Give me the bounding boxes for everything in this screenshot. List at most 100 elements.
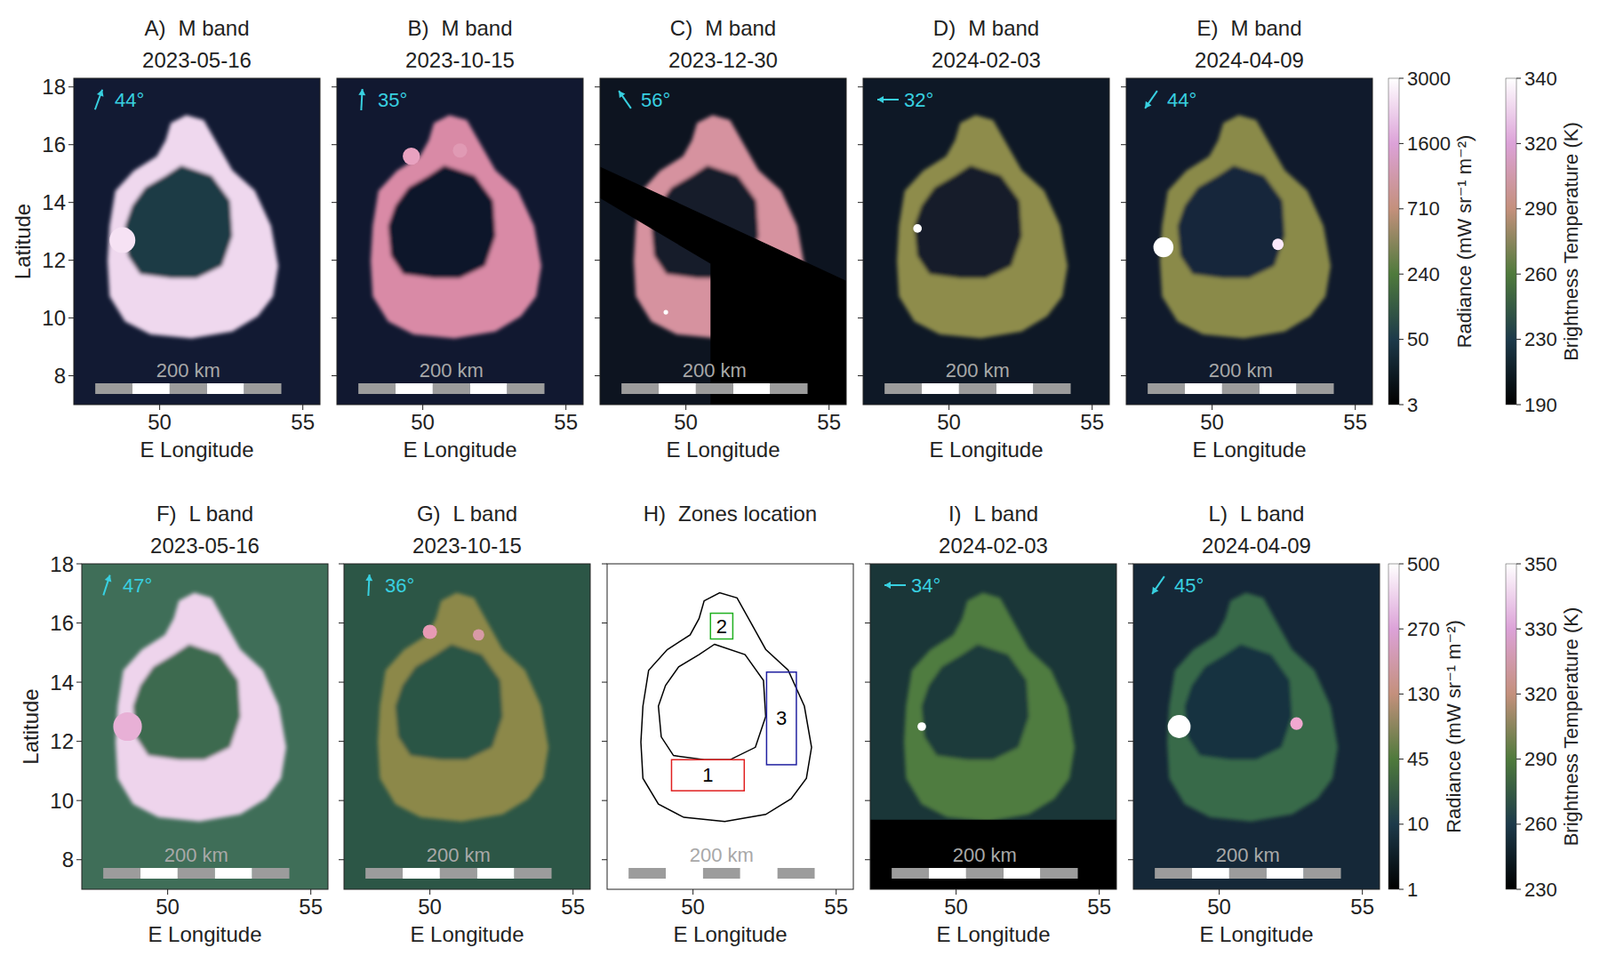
colorbar-tick [1399,143,1404,144]
colorbar-tick-label: 3 [1407,393,1418,416]
panel-title-text: L band [453,501,519,526]
y-tick [1120,317,1127,319]
colorbar: 190230260290320340Brightness Temperature… [1505,67,1583,416]
panel-title: D)M band [933,16,1040,40]
lava-lake [1167,592,1338,822]
y-tick-label: 14 [41,190,66,215]
scale-bar-segment [1192,867,1230,879]
panel-title-text: M band [177,16,249,40]
y-tick [1120,201,1127,203]
scale-bar [884,383,1071,394]
y-tick [857,259,864,261]
no-data [870,819,1117,889]
frame [600,78,847,405]
y-tick [76,800,82,801]
colorbar-tick [1516,208,1521,209]
panel: 5055E LongitudeB)M band2023-10-15200 km3… [331,16,584,462]
scale-bar-label: 200 km [419,359,484,382]
x-tick-label: 50 [417,894,442,919]
ground [1133,563,1380,889]
colorbar-tick-label: 330 [1524,617,1558,640]
y-tick [331,317,337,319]
colorbar-tick-label: 270 [1407,617,1440,640]
scale-bar-segment [1266,867,1304,879]
panel-title: H)Zones location [643,501,817,526]
island [1177,165,1286,279]
zone-label: 2 [716,615,728,638]
panel-title-text: M band [704,16,776,40]
panel-title: B)M band [407,16,512,40]
x-tick-label: 50 [680,894,705,919]
island [914,165,1023,279]
colorbar-tick-label: 50 [1407,328,1429,351]
scale-bar-segment [1033,383,1072,394]
x-tick-label: 50 [155,894,180,919]
y-tick [338,681,344,683]
x-axis-title: E Longitude [936,921,1050,946]
x-axis-title: E Longitude [928,437,1043,462]
colorbar-tick-label: 710 [1407,197,1440,220]
y-tick [594,86,600,88]
y-tick [331,259,337,261]
panel: 1235055E LongitudeH)Zones location200 km [601,501,854,946]
colorbar-tick [1516,628,1521,630]
panel-date: 2024-04-09 [1201,533,1312,558]
scale-bar-label: 200 km [156,359,221,382]
scale-bar-segment [966,867,1004,879]
colorbar: 11045130270500Radiance (mW sr⁻¹ m⁻²) [1388,552,1465,901]
hotspot [109,226,136,253]
y-tick-label: 10 [41,305,66,330]
panel: 5055E LongitudeC)M band2023-12-30200 km5… [594,16,847,462]
scale-bar-segment [1304,867,1342,879]
x-tick-label: 50 [410,409,435,434]
panel-letter: C) [670,16,693,40]
y-tick [594,201,600,203]
panel: 5055E LongitudeE)M band2024-04-09200 km4… [1120,16,1373,462]
panel-date: 2023-10-15 [405,48,515,72]
y-tick-label: 18 [49,552,74,576]
x-tick-label: 50 [936,409,961,434]
colorbar-tick-label: 230 [1524,328,1558,351]
colorbar-tick [1399,338,1404,340]
scale-bar-label: 200 km [682,359,747,382]
y-tick-label: 12 [41,248,66,272]
island [1184,644,1293,760]
scale-bar-segment [1154,867,1192,879]
y-tick [864,622,871,624]
plot-area [863,78,1110,405]
ground [1126,78,1373,405]
x-tick-label: 50 [1200,409,1224,434]
x-tick-label: 50 [944,894,968,919]
north-arrow-head [1152,586,1159,594]
scale-bar-segment [733,383,771,394]
plot-area [336,78,584,405]
scale-bar-segment [514,867,552,879]
y-tick [338,563,344,565]
x-tick-label: 55 [824,894,848,919]
north-arrow [618,90,632,109]
x-tick-label: 55 [1343,409,1368,434]
frame [73,78,320,405]
north-arrow [1152,576,1165,594]
plot-area [81,563,328,889]
emission-angle: 44° [1167,88,1197,112]
panel-letter: L) [1208,501,1228,526]
scale-bar-segment [1040,867,1079,879]
plot-area [607,563,854,889]
colorbar-tick [1516,693,1521,695]
north-arrow-head [365,574,373,581]
y-tick [601,563,608,565]
panel-date: 2023-12-30 [668,48,778,72]
colorbar-tick-label: 320 [1524,132,1558,155]
x-axis-title: E Longitude [139,437,254,462]
scale-bar-segment [1229,867,1267,879]
panel-letter: F) [156,501,177,526]
colorbar-tick [1399,823,1404,824]
hotspot [1290,717,1304,730]
y-tick [68,259,74,261]
panel-letter: I) [948,501,962,526]
y-tick [857,375,864,376]
x-tick-label: 55 [1087,894,1112,919]
island [125,165,233,279]
scale-bar-segment [507,383,545,394]
